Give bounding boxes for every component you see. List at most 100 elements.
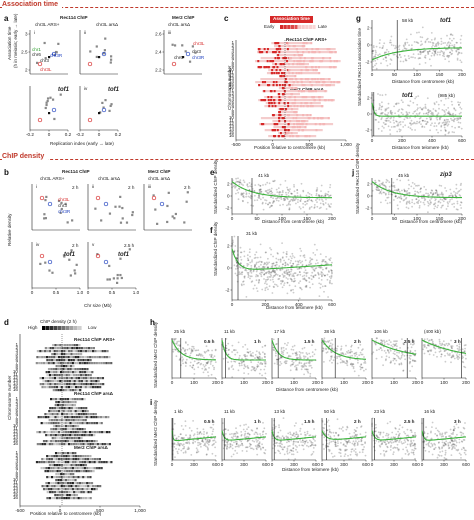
density-bin — [44, 377, 47, 380]
density-bin — [70, 443, 73, 446]
data-point — [413, 183, 416, 185]
data-point — [206, 431, 208, 434]
density-bin — [74, 467, 77, 470]
chromosome-number: 9 — [15, 366, 18, 371]
data-point — [231, 179, 234, 182]
density-bin — [97, 416, 100, 419]
density-bin — [48, 431, 51, 434]
density-bin — [56, 347, 59, 350]
data-point — [242, 360, 245, 363]
g-xlabel2: Distance from telomere (kb) — [392, 145, 449, 150]
association-bin — [312, 117, 315, 120]
association-bin — [313, 51, 316, 54]
data-point — [244, 343, 247, 346]
density-bin — [91, 485, 95, 488]
density-bin — [65, 458, 68, 461]
data-point — [191, 345, 194, 348]
data-point — [437, 42, 440, 45]
data-point — [242, 428, 245, 431]
density-bin — [47, 461, 51, 464]
density-bin — [54, 470, 57, 473]
association-bin — [287, 102, 290, 105]
density-bin — [65, 350, 68, 353]
data-point — [430, 117, 432, 120]
data-point — [374, 112, 376, 115]
chromosome-point — [75, 263, 78, 266]
data-point — [222, 429, 225, 431]
data-point — [411, 44, 413, 47]
data-point — [439, 201, 442, 204]
data-point — [257, 282, 260, 284]
data-point — [189, 434, 192, 436]
data-point — [312, 444, 315, 447]
data-point — [214, 441, 217, 443]
data-point — [416, 190, 419, 193]
density-bin — [53, 359, 56, 362]
data-point — [461, 348, 464, 351]
data-point — [285, 270, 288, 273]
association-bin — [301, 45, 304, 48]
data-point — [427, 192, 429, 195]
density-bin — [110, 362, 113, 365]
density-bin — [60, 365, 63, 368]
data-point — [324, 261, 326, 263]
g-x-tick-label: 50 — [392, 72, 398, 77]
density-bin — [102, 362, 106, 365]
data-point — [243, 255, 246, 258]
data-point — [185, 434, 187, 437]
association-bin — [270, 99, 273, 102]
legend-swatch — [283, 25, 287, 29]
data-point — [212, 439, 215, 442]
data-point — [210, 353, 213, 356]
data-point — [294, 260, 297, 263]
data-point — [243, 250, 246, 253]
data-point — [385, 59, 388, 62]
chromosome-number: 6 — [15, 357, 18, 362]
data-point — [383, 344, 385, 347]
data-point — [231, 351, 234, 353]
data-point — [283, 453, 286, 456]
data-point — [251, 358, 254, 361]
density-bin — [79, 497, 83, 500]
data-point — [304, 278, 307, 281]
density-bin — [63, 380, 67, 383]
data-point — [381, 340, 384, 343]
data-point — [242, 195, 245, 197]
data-point — [400, 108, 403, 110]
data-point — [318, 295, 321, 297]
data-point — [444, 130, 447, 132]
data-point — [310, 206, 313, 208]
data-point — [248, 433, 251, 436]
data-point — [314, 274, 317, 277]
density-bin — [39, 377, 42, 380]
data-point — [264, 356, 266, 358]
association-bin — [295, 48, 298, 51]
data-point — [259, 437, 262, 440]
density-bin — [59, 422, 62, 425]
data-point — [439, 53, 441, 56]
data-point — [386, 343, 389, 345]
density-bin — [84, 386, 87, 389]
density-bin — [57, 488, 60, 491]
data-point — [301, 444, 303, 447]
density-bin — [74, 458, 77, 461]
data-point — [429, 129, 431, 132]
a-x-tick-label: -0.2 — [26, 132, 34, 137]
density-bin — [73, 413, 76, 416]
chromosome-number: 15 — [13, 492, 19, 497]
density-bin — [71, 434, 74, 437]
density-bin — [93, 467, 96, 470]
data-point — [377, 179, 380, 182]
data-point — [245, 190, 247, 192]
density-bin — [66, 452, 70, 455]
density-bin — [64, 401, 68, 404]
data-point — [325, 341, 328, 343]
data-point — [405, 206, 408, 209]
data-point — [388, 339, 391, 342]
data-point — [387, 54, 390, 57]
association-bin — [313, 99, 316, 102]
data-point — [200, 355, 202, 357]
h-x-tick-label: 100 — [190, 380, 198, 385]
density-bin — [86, 461, 89, 464]
data-point — [311, 453, 314, 455]
